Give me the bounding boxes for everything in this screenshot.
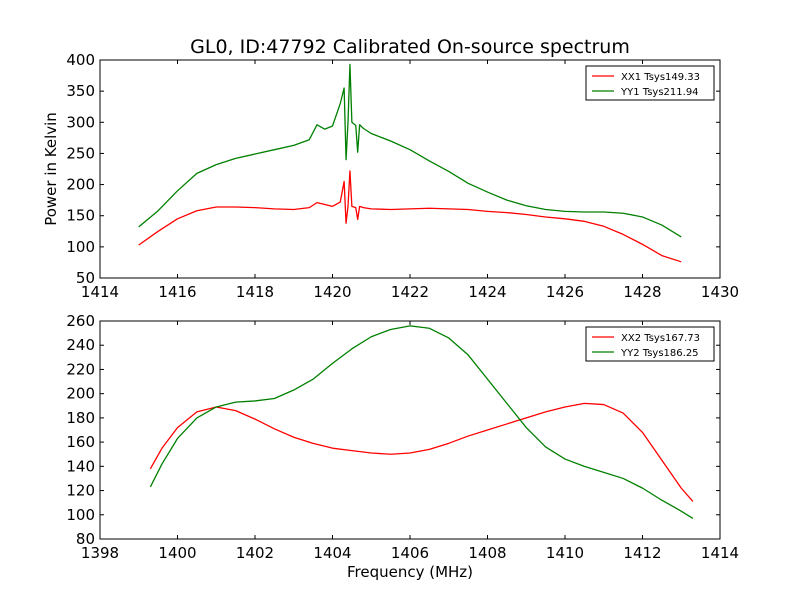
top-x-tick-label: 1428 xyxy=(623,283,661,301)
bottom-y-tick-label: 100 xyxy=(66,506,95,524)
bottom-y-tick-label: 140 xyxy=(66,457,95,475)
y-axis-label: Power in Kelvin xyxy=(42,112,60,226)
bottom-x-tick-label: 1400 xyxy=(158,544,196,562)
bottom-y-tick-label: 80 xyxy=(76,530,95,548)
bottom-series-line-1 xyxy=(149,402,694,502)
bottom-y-tick-label: 260 xyxy=(66,312,95,330)
bottom-y-tick-label: 180 xyxy=(66,409,95,427)
bottom-x-tick-label: 1408 xyxy=(468,544,506,562)
top-x-tick-label: 1430 xyxy=(701,283,739,301)
top-x-tick-label: 1422 xyxy=(391,283,429,301)
top-y-tick-label: 400 xyxy=(66,51,95,69)
bottom-x-tick-label: 1412 xyxy=(623,544,661,562)
bottom-x-tick-label: 1404 xyxy=(313,544,351,562)
chart-title: GL0, ID:47792 Calibrated On-source spect… xyxy=(190,36,630,58)
bottom-legend-label-2: YY2 Tsys186.25 xyxy=(620,348,699,359)
bottom-x-tick-label: 1406 xyxy=(391,544,429,562)
top-x-tick-label: 1420 xyxy=(313,283,351,301)
top-legend-label-2: YY1 Tsys211.94 xyxy=(620,87,699,98)
top-y-tick-label: 250 xyxy=(66,144,95,162)
bottom-y-tick-label: 200 xyxy=(66,385,95,403)
top-x-tick-label: 1426 xyxy=(546,283,584,301)
top-y-tick-label: 100 xyxy=(66,238,95,256)
top-y-tick-label: 50 xyxy=(76,269,95,287)
top-plot-area: 1414 1416 1418 1420 1422 1424 1426 1428 1430 50 10… xyxy=(66,51,739,301)
bottom-y-tick-label: 160 xyxy=(66,433,95,451)
bottom-series-line-2 xyxy=(149,325,694,519)
bottom-y-tick-label: 220 xyxy=(66,360,95,378)
top-series-line-2 xyxy=(138,63,682,238)
bottom-plot-area: 1398 1400 1402 1404 1406 1408 1410 1412 1414 80 10… xyxy=(66,312,739,562)
bottom-x-tick-label: 1414 xyxy=(701,544,739,562)
top-y-tick-label: 200 xyxy=(66,176,95,194)
bottom-x-tick-label: 1402 xyxy=(236,544,274,562)
x-axis-label: Frequency (MHz) xyxy=(347,563,473,581)
top-y-tick-label: 350 xyxy=(66,82,95,100)
bottom-legend-label-1: XX2 Tsys167.73 xyxy=(621,333,700,344)
top-x-tick-label: 1416 xyxy=(158,283,196,301)
top-y-tick-label: 150 xyxy=(66,207,95,225)
bottom-y-tick-label: 240 xyxy=(66,336,95,354)
bottom-legend: XX2 Tsys167.73 YY2 Tsys186.25 xyxy=(585,326,715,362)
top-legend: XX1 Tsys149.33 YY1 Tsys211.94 xyxy=(585,65,715,101)
top-x-tick-label: 1414 xyxy=(81,283,119,301)
bottom-y-tick-label: 120 xyxy=(66,482,95,500)
top-y-tick-label: 300 xyxy=(66,113,95,131)
bottom-x-tick-label: 1410 xyxy=(546,544,584,562)
top-x-tick-label: 1424 xyxy=(468,283,506,301)
top-series-line-1 xyxy=(138,170,682,263)
top-legend-label-1: XX1 Tsys149.33 xyxy=(621,72,700,83)
bottom-x-tick-label: 1398 xyxy=(81,544,119,562)
top-x-tick-label: 1418 xyxy=(236,283,274,301)
